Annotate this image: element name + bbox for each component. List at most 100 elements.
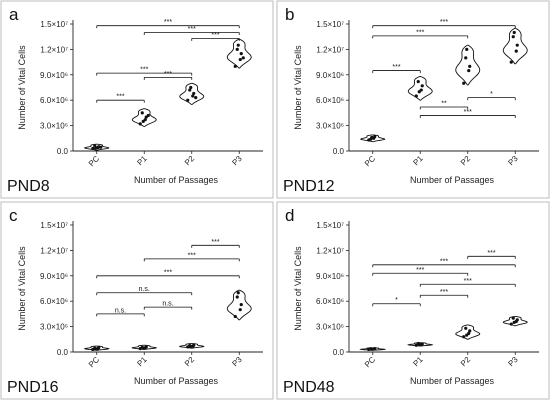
- y-tick-label: 0.0: [57, 348, 69, 357]
- significance-label: ***: [440, 289, 448, 296]
- data-point: [94, 146, 98, 150]
- y-tick-label: 9.0×10⁶: [316, 272, 344, 281]
- data-point: [511, 35, 515, 39]
- data-point: [191, 94, 195, 98]
- violin-PC: [360, 134, 386, 143]
- violin-P2: [178, 343, 205, 349]
- violin-P3: [226, 289, 252, 321]
- y-tick-label: 6.0×10⁶: [40, 96, 68, 105]
- data-point: [138, 122, 142, 126]
- data-point: [464, 326, 468, 330]
- data-point: [99, 145, 103, 149]
- y-axis-title: Number of Vital Cells: [293, 45, 303, 130]
- violin-P3: [502, 315, 528, 327]
- significance-label: ***: [164, 71, 172, 78]
- y-tick-label: 1.5×10⁷: [40, 221, 68, 230]
- significance-bracket: ***: [191, 239, 240, 248]
- y-tick-label: 3.0×10⁶: [40, 122, 68, 131]
- significance-label: *: [490, 91, 493, 98]
- data-point: [464, 56, 468, 60]
- significance-label: ***: [140, 67, 148, 74]
- x-axis-title: Number of Passages: [410, 376, 495, 386]
- data-point: [188, 88, 192, 92]
- panel-letter: c: [9, 206, 18, 225]
- data-point: [373, 135, 377, 139]
- significance-label: n.s.: [115, 307, 126, 314]
- significance-label: ***: [164, 19, 172, 26]
- significance-label: **: [441, 100, 447, 107]
- data-point: [235, 295, 239, 299]
- data-point: [417, 343, 421, 347]
- y-tick-label: 9.0×10⁶: [40, 71, 68, 80]
- data-point: [515, 43, 519, 47]
- panel-border: [276, 201, 550, 400]
- data-point: [141, 346, 145, 350]
- data-point: [414, 94, 418, 98]
- significance-label: ***: [392, 64, 400, 71]
- data-point: [512, 320, 516, 324]
- y-tick-label: 6.0×10⁶: [316, 297, 344, 306]
- data-point: [140, 111, 144, 115]
- significance-label: n.s.: [162, 301, 173, 308]
- violin-P1: [131, 108, 157, 127]
- significance-bracket: ***: [372, 64, 421, 74]
- x-axis-title: Number of Passages: [134, 175, 219, 185]
- significance-bracket: ***: [372, 267, 469, 276]
- data-point: [238, 308, 242, 312]
- panel-name: PND8: [7, 178, 50, 195]
- data-point: [146, 113, 150, 118]
- significance-label: ***: [188, 26, 196, 33]
- data-point: [233, 314, 237, 319]
- significance-bracket: ***: [143, 252, 240, 262]
- panel-name: PND48: [283, 379, 335, 396]
- data-point: [515, 318, 519, 322]
- y-axis-title: Number of Vital Cells: [17, 246, 27, 331]
- data-point: [514, 49, 518, 53]
- y-tick-label: 1.5×10⁷: [316, 221, 344, 230]
- data-point: [94, 347, 98, 351]
- significance-bracket: ***: [419, 278, 516, 287]
- panel-letter: b: [285, 5, 294, 24]
- data-point: [236, 43, 240, 47]
- y-tick-label: 1.2×10⁷: [316, 45, 344, 54]
- significance-bracket: n.s.: [143, 301, 193, 310]
- data-point: [462, 335, 466, 339]
- significance-bracket: ***: [96, 269, 240, 279]
- significance-bracket: ***: [467, 250, 516, 259]
- violin-P3: [502, 27, 528, 65]
- data-point: [416, 79, 420, 84]
- data-point: [468, 329, 472, 333]
- data-point: [467, 68, 471, 73]
- x-axis-title: Number of Passages: [410, 175, 495, 185]
- panel-name: PND16: [7, 379, 59, 396]
- y-tick-label: 0.0: [333, 147, 345, 156]
- chart-panel-d: d PND48 0.0 3.0×10⁶ 6.0×10⁶ 9.0×10⁶ 1.2×10⁷ 1.5…: [276, 201, 550, 400]
- data-point: [239, 52, 243, 56]
- y-tick-label: 9.0×10⁶: [316, 71, 344, 80]
- y-tick-label: 3.0×10⁶: [316, 323, 344, 332]
- violin-PC: [84, 143, 110, 151]
- data-point: [509, 322, 513, 326]
- data-point: [189, 85, 193, 90]
- significance-bracket: ***: [372, 29, 469, 39]
- significance-label: ***: [211, 239, 219, 246]
- significance-bracket: ***: [191, 32, 240, 41]
- panel-letter: d: [285, 206, 294, 225]
- significance-bracket: ***: [419, 109, 516, 118]
- violin-P2: [179, 82, 205, 105]
- y-axis-title: Number of Vital Cells: [17, 45, 27, 130]
- y-tick-label: 0.0: [333, 348, 345, 357]
- data-point: [91, 146, 95, 151]
- y-tick-label: 1.2×10⁷: [316, 246, 344, 255]
- data-point: [141, 119, 145, 123]
- significance-bracket: ***: [96, 19, 240, 29]
- significance-label: ***: [188, 252, 196, 259]
- significance-bracket: ***: [143, 71, 193, 80]
- data-point: [192, 343, 196, 347]
- significance-label: ***: [440, 19, 448, 26]
- significance-label: ***: [211, 32, 219, 39]
- panel-border: [0, 201, 274, 400]
- significance-label: ***: [416, 267, 424, 274]
- x-axis-title: Number of Passages: [134, 376, 219, 386]
- panel-border: [276, 0, 550, 199]
